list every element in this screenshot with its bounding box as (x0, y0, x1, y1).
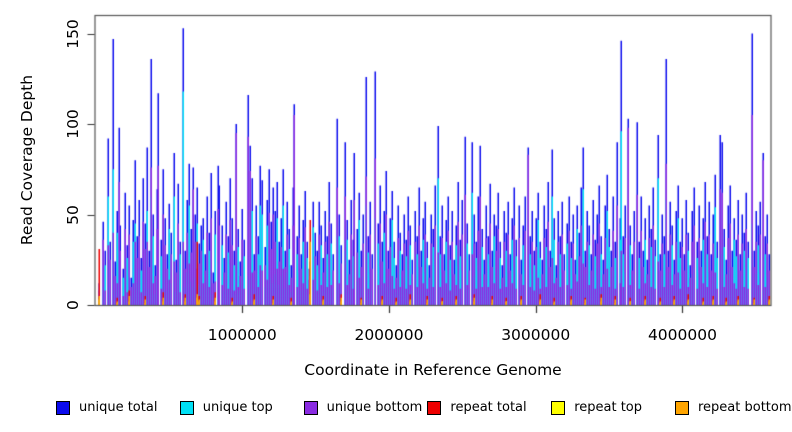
y-tick-label: 50 (64, 204, 82, 225)
y-tick-label: 0 (64, 300, 82, 310)
x-tick-label: 4000000 (647, 326, 717, 344)
y-axis-title: Read Coverage Depth (18, 74, 36, 246)
x-tick-label: 2000000 (354, 326, 424, 344)
x-axis-title: Coordinate in Reference Genome (304, 361, 562, 379)
y-tick-label: 150 (64, 18, 82, 49)
x-tick-label: 3000000 (501, 326, 571, 344)
x-tick-label: 1000000 (207, 326, 277, 344)
y-tick-label: 100 (64, 109, 82, 139)
